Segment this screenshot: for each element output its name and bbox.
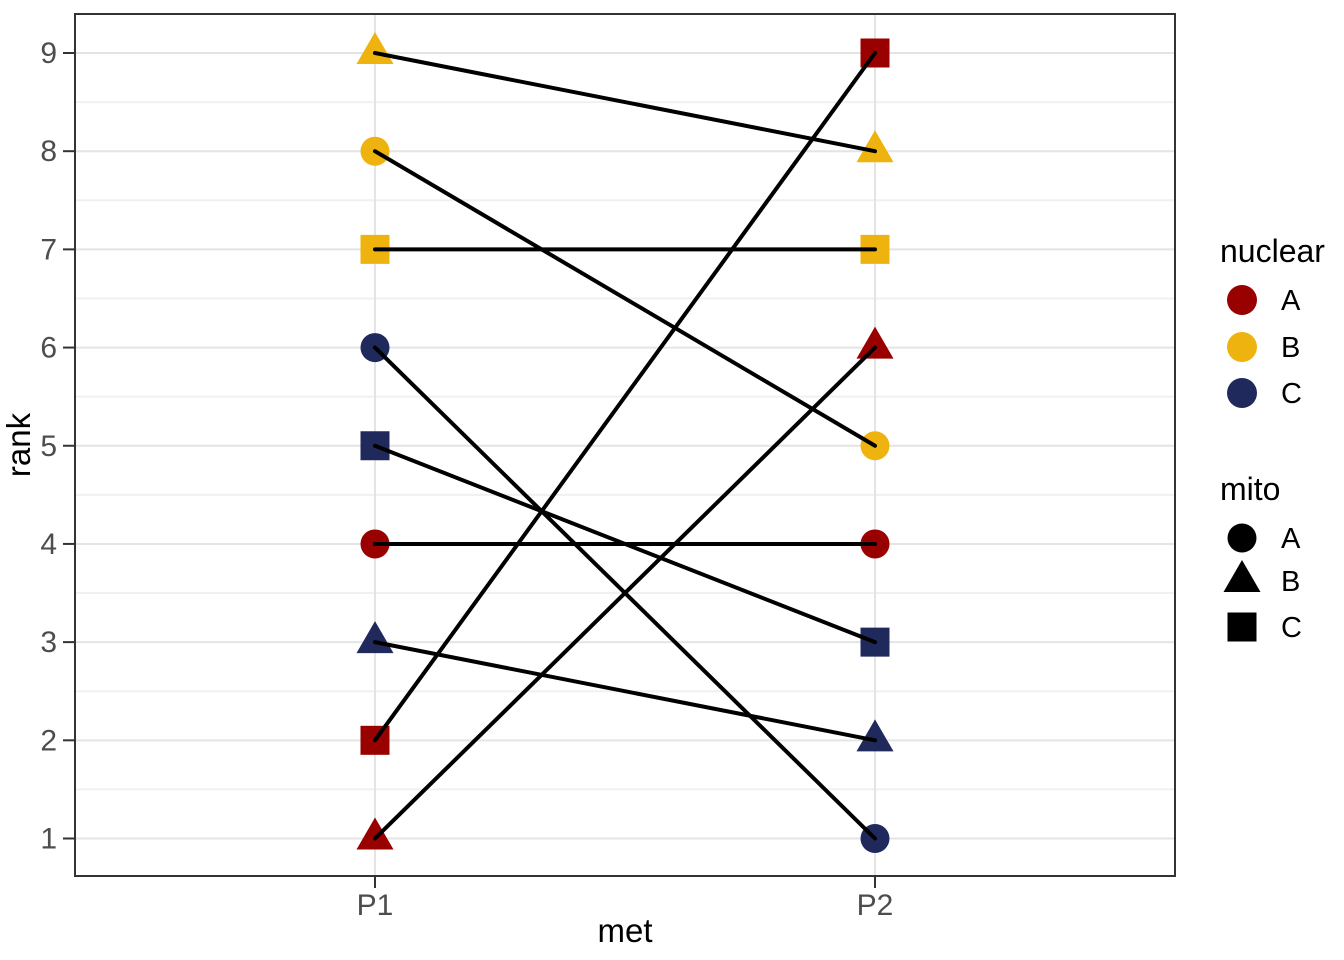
- legend-label: C: [1281, 612, 1302, 644]
- legend-label: C: [1281, 378, 1302, 410]
- legend-title-nuclear: nuclear: [1220, 233, 1325, 269]
- legend-key-mito-circle: [1227, 523, 1257, 553]
- connector-line: [373, 640, 877, 743]
- data-point: [356, 817, 394, 850]
- data-point: [856, 326, 894, 359]
- legend-label: A: [1281, 523, 1301, 555]
- y-tick-label: 8: [40, 135, 57, 168]
- x-axis-title: met: [597, 912, 652, 949]
- legend-key-mito-triangle: [1223, 560, 1261, 592]
- legend-label: A: [1281, 285, 1301, 317]
- legend-nuclear-keys: ABC: [1227, 285, 1302, 410]
- y-tick-label: 6: [40, 332, 57, 365]
- grid-lines: [75, 14, 1175, 876]
- axes: 1 2 3 4 5 6 7 8 9 P1 P2: [40, 37, 893, 922]
- connector-lines: [373, 51, 877, 841]
- legend-key-nuclear-b: [1227, 332, 1257, 362]
- connector-line: [373, 345, 877, 841]
- y-tick-label: 4: [40, 528, 57, 561]
- legend-label: B: [1281, 566, 1300, 598]
- legend-mito-keys: ABC: [1223, 523, 1302, 644]
- y-tick-label: 1: [40, 823, 57, 856]
- panel-border: [74, 13, 1176, 877]
- data-point: [356, 32, 394, 64]
- connector-line: [373, 149, 877, 448]
- y-tick-label: 7: [40, 233, 57, 266]
- connector-line: [373, 51, 877, 154]
- data-point: [856, 130, 894, 163]
- data-point: [356, 621, 394, 654]
- connector-line: [373, 51, 877, 743]
- legend-label: B: [1281, 332, 1300, 364]
- x-tick-label: P2: [857, 889, 894, 922]
- legend: nuclear ABC mito ABC: [1220, 233, 1325, 644]
- y-tick-label: 2: [40, 724, 57, 757]
- x-tick-label: P1: [357, 889, 394, 922]
- legend-key-nuclear-c: [1227, 378, 1257, 408]
- y-tick-label: 5: [40, 430, 57, 463]
- legend-key-nuclear-a: [1227, 285, 1257, 315]
- legend-key-mito-square: [1227, 612, 1257, 642]
- connector-line: [373, 443, 877, 645]
- y-tick-label: 9: [40, 37, 57, 70]
- data-point: [856, 719, 894, 752]
- legend-title-mito: mito: [1220, 471, 1280, 507]
- y-axis-title: rank: [0, 412, 37, 477]
- y-tick-label: 3: [40, 626, 57, 659]
